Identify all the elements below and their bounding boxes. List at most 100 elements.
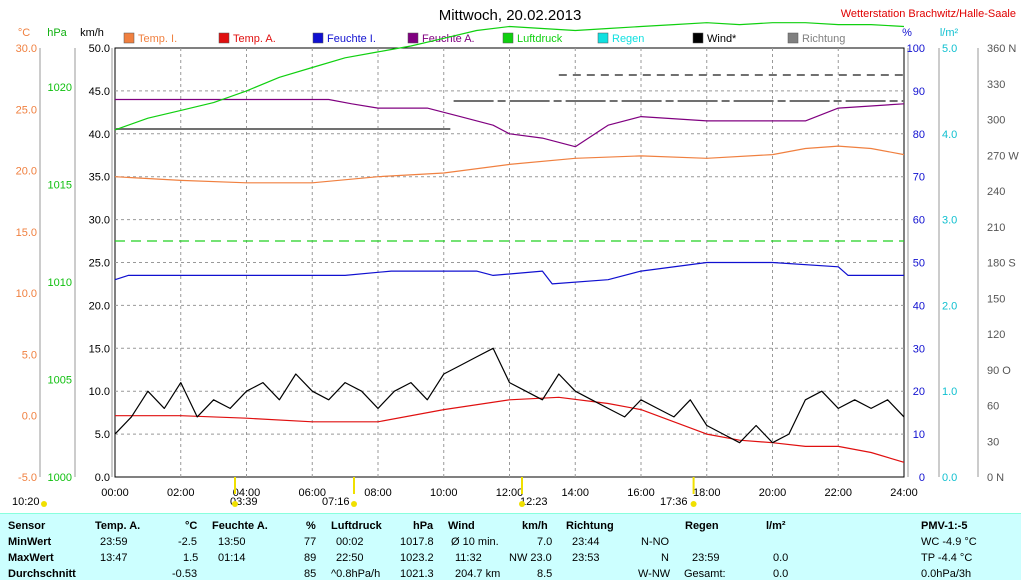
wind-interval: Ø 10 min.	[451, 536, 499, 548]
wind-avg: 8.5	[537, 568, 553, 580]
y-tick-hum-8: 20	[913, 386, 925, 398]
press-max-value: 1023.2	[400, 552, 434, 564]
unit-rain: l/m²	[940, 27, 959, 39]
unit-wind: km/h	[80, 27, 104, 39]
y-tick-dir-8: 120	[987, 329, 1005, 341]
temp-unit: °C	[185, 520, 198, 532]
legend-label-2: Feuchte I.	[327, 33, 376, 45]
y-tick-dir-11: 30	[987, 436, 999, 448]
y-tick-hum-0: 100	[907, 43, 925, 55]
legend-label-5: Regen	[612, 33, 644, 45]
rain-unit: l/m²	[766, 520, 786, 532]
hum-head: Feuchte A.	[212, 520, 268, 532]
row-label-min: MinWert	[8, 536, 52, 548]
x-tick-2: 04:00	[233, 487, 261, 499]
y-tick-temp-1: 25.0	[16, 104, 37, 116]
press-trend: ^0.8hPa/h	[331, 568, 381, 580]
y-tick-rain-3: 2.0	[942, 300, 957, 312]
x-tick-10: 20:00	[759, 487, 787, 499]
hum-max-time: 01:14	[218, 552, 246, 564]
marker-dot-1	[231, 501, 238, 507]
dir-max-value: N	[661, 552, 669, 564]
y-tick-dir-5: 210	[987, 222, 1005, 234]
legend-swatch-1	[218, 32, 230, 44]
temp-avg: -0.53	[172, 568, 198, 580]
pmv-dewpoint: TP -4.4 °C	[921, 552, 973, 564]
y-tick-wind-10: 0.0	[95, 472, 110, 484]
press-avg: 1021.3	[400, 568, 434, 580]
x-tick-7: 14:00	[561, 487, 589, 499]
x-tick-3: 06:00	[298, 487, 326, 499]
marker-label-0: 10:20	[12, 496, 40, 508]
y-tick-hum-3: 70	[913, 172, 925, 184]
y-tick-wind-0: 50.0	[89, 43, 110, 55]
hum-max-value: 89	[304, 552, 317, 564]
legend-label-6: Wind*	[707, 33, 737, 45]
legend-label-4: Luftdruck	[517, 33, 563, 45]
dir-max-time: 23:53	[572, 552, 600, 564]
rain-value: 0.0	[773, 552, 789, 564]
marker-label-2: 07:16	[322, 496, 350, 508]
y-tick-dir-6: 180 S	[987, 258, 1016, 270]
x-tick-8: 16:00	[627, 487, 655, 499]
unit-press: hPa	[47, 27, 67, 39]
y-tick-wind-3: 35.0	[89, 172, 110, 184]
marker-dot-0	[41, 501, 47, 507]
temp-max-value: 1.5	[183, 552, 199, 564]
statistics-table: Sensor MinWert MaxWert Durchschnitt Temp…	[0, 513, 1021, 580]
marker-label-3: 12:23	[520, 496, 548, 508]
wind-avg10: 7.0	[537, 536, 553, 548]
series-line-5	[114, 347, 905, 444]
y-tick-hum-7: 30	[913, 343, 925, 355]
y-tick-press-4: 1000	[48, 472, 72, 484]
series-line-2	[114, 261, 904, 285]
series-line-4	[114, 22, 905, 131]
x-tick-6: 12:00	[496, 487, 524, 499]
legend-label-7: Richtung	[802, 33, 845, 45]
y-tick-press-0: 1020	[48, 82, 72, 94]
x-tick-11: 22:00	[824, 487, 852, 499]
marker-label-4: 17:36	[660, 496, 688, 508]
y-tick-temp-7: -5.0	[18, 472, 37, 484]
hum-unit: %	[306, 520, 316, 532]
row-label-max: MaxWert	[8, 552, 54, 564]
y-tick-dir-4: 240	[987, 186, 1005, 198]
series-line-3	[115, 98, 905, 148]
unit-hum: %	[902, 27, 912, 39]
press-min-value: 1017.8	[400, 536, 434, 548]
y-tick-rain-4: 1.0	[942, 386, 957, 398]
y-tick-temp-4: 10.0	[16, 288, 37, 300]
x-tick-0: 00:00	[101, 487, 129, 499]
marker-dot-3	[518, 501, 525, 507]
y-tick-wind-7: 15.0	[89, 343, 110, 355]
y-tick-temp-5: 5.0	[22, 349, 37, 361]
y-tick-dir-12: 0 N	[987, 472, 1004, 484]
temp-max-time: 13:47	[100, 552, 128, 564]
series-line-0	[114, 145, 905, 184]
x-tick-12: 24:00	[890, 487, 918, 499]
press-min-time: 00:02	[336, 536, 364, 548]
legend-swatch-4	[502, 32, 514, 44]
pmv-windchill: WC -4.9 °C	[921, 536, 977, 548]
y-tick-hum-2: 80	[913, 129, 925, 141]
wind-unit: km/h	[522, 520, 548, 532]
x-tick-5: 10:00	[430, 487, 458, 499]
legend-swatch-0	[123, 32, 135, 44]
dir-min-time: 23:44	[572, 536, 600, 548]
y-tick-hum-6: 40	[913, 300, 925, 312]
y-tick-wind-9: 5.0	[95, 429, 110, 441]
press-head: Luftdruck	[331, 520, 382, 532]
y-tick-hum-5: 50	[913, 258, 925, 270]
y-tick-hum-1: 90	[913, 86, 925, 98]
y-tick-temp-2: 20.0	[16, 166, 37, 178]
y-tick-hum-9: 10	[913, 429, 925, 441]
y-tick-dir-9: 90 O	[987, 365, 1011, 377]
y-tick-dir-2: 300	[987, 115, 1005, 127]
hum-avg: 85	[304, 568, 317, 580]
legend-swatch-6	[692, 32, 704, 44]
y-tick-wind-4: 30.0	[89, 215, 110, 227]
legend-label-1: Temp. A.	[233, 33, 276, 45]
legend-swatch-3	[407, 32, 419, 44]
marker-dot-2	[351, 501, 358, 507]
x-tick-1: 02:00	[167, 487, 195, 499]
